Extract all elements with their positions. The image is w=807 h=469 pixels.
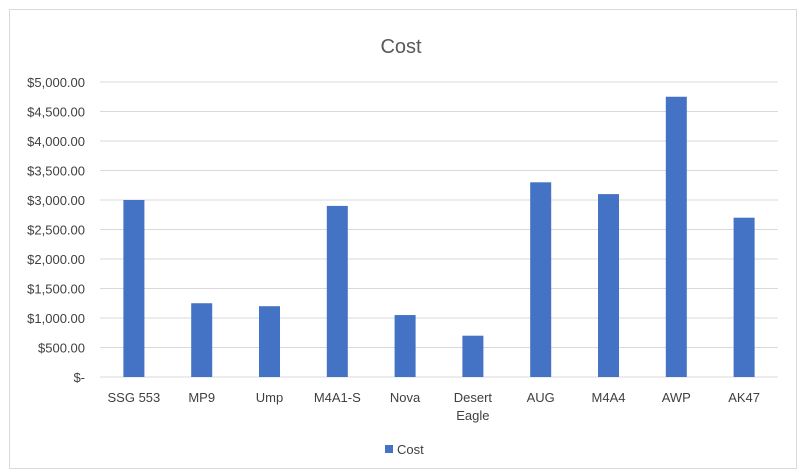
bar <box>733 217 755 377</box>
x-tick-label: M4A1-S <box>314 390 361 405</box>
y-tick-label: $- <box>73 370 85 385</box>
gridlines <box>100 81 778 378</box>
bar <box>530 182 552 377</box>
legend-label: Cost <box>397 442 424 457</box>
y-tick-label: $2,500.00 <box>27 223 85 238</box>
bar <box>123 200 145 377</box>
bar <box>191 303 213 377</box>
x-tick-label: Ump <box>256 390 283 405</box>
x-tick-label: MP9 <box>188 390 215 405</box>
x-tick-label: AWP <box>662 390 691 405</box>
y-axis-ticks: $- $500.00 $1,000.00 $1,500.00 $2,000.00 $2,5… <box>27 75 85 385</box>
bar <box>462 335 484 377</box>
x-tick-label: Desert <box>454 390 493 405</box>
y-tick-label: $3,000.00 <box>27 193 85 208</box>
bar <box>394 315 416 377</box>
y-tick-label: $1,500.00 <box>27 282 85 297</box>
bar <box>326 205 348 377</box>
y-tick-label: $1,000.00 <box>27 311 85 326</box>
x-tick-label: Nova <box>390 390 421 405</box>
x-tick-label: Eagle <box>456 408 489 423</box>
x-axis-ticks: SSG 553 MP9 Ump M4A1-S Nova Desert Eagle AUG M4A… <box>108 390 760 423</box>
chart-title: Cost <box>380 36 422 58</box>
x-tick-label: AK47 <box>728 390 760 405</box>
legend-swatch <box>385 445 393 453</box>
y-tick-label: $4,000.00 <box>27 134 85 149</box>
bar <box>598 194 619 377</box>
x-tick-label: SSG 553 <box>108 390 161 405</box>
bar <box>259 306 280 377</box>
bars <box>123 96 755 377</box>
x-tick-label: M4A4 <box>592 390 626 405</box>
x-tick-label: AUG <box>527 390 555 405</box>
y-tick-label: $4,500.00 <box>27 105 85 120</box>
y-tick-label: $500.00 <box>38 341 85 356</box>
legend: Cost <box>385 442 424 457</box>
y-tick-label: $3,500.00 <box>27 164 85 179</box>
y-tick-label: $2,000.00 <box>27 252 85 267</box>
y-tick-label: $5,000.00 <box>27 75 85 90</box>
bar <box>665 96 687 377</box>
